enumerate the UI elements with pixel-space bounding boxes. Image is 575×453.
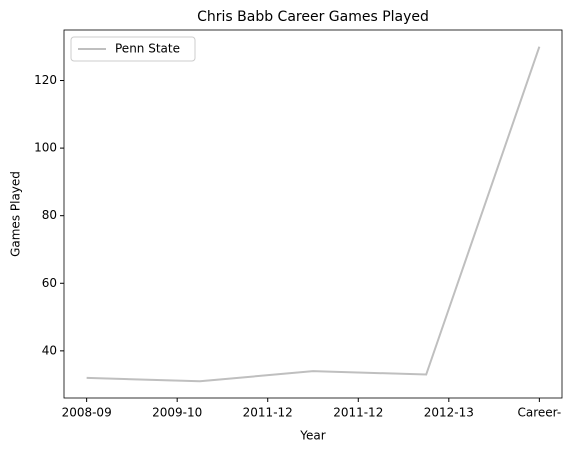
line: [86, 46, 541, 383]
legend-box: [70, 36, 196, 62]
plot-frame: [63, 29, 563, 399]
y-tick-label: 60: [42, 276, 57, 290]
y-tick-label: 40: [42, 343, 57, 357]
chart-title: Chris Babb Career Games Played: [197, 9, 429, 25]
y-axis-label: Games Played: [9, 171, 23, 257]
x-axis-label: Year: [299, 429, 325, 443]
y-tick-label: 120: [34, 73, 57, 87]
x-tick-label: 2009-10: [152, 406, 202, 420]
x-tick-label: Career-: [518, 406, 562, 420]
y-tick-label: 80: [42, 208, 57, 222]
x-tick-label: 2011-12: [333, 406, 383, 420]
x-tick-label: 2008-09: [62, 406, 112, 420]
y-tick-label: 100: [34, 141, 57, 155]
x-tick-label: 2011-12: [243, 406, 293, 420]
legend-label: Penn State: [115, 42, 180, 56]
x-tick-label: 2012-13: [424, 406, 474, 420]
